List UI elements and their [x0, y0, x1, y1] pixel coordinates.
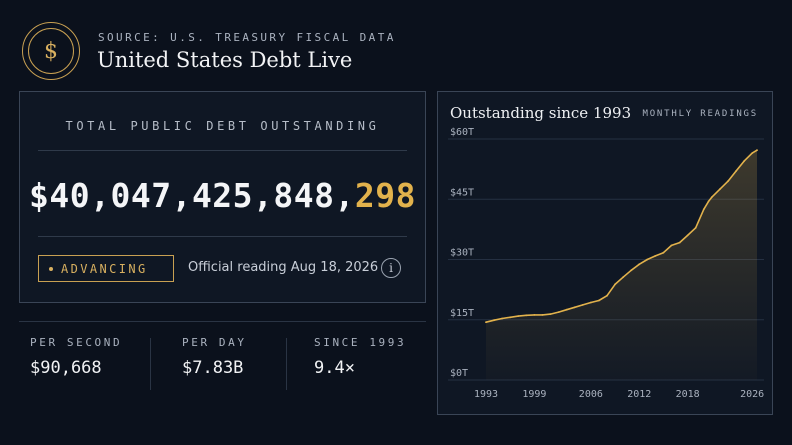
- stat-label: SINCE 1993: [314, 336, 407, 349]
- data-point: [590, 301, 592, 304]
- stats-divider: [19, 321, 426, 322]
- stat-value: $7.83B: [182, 358, 244, 378]
- divider: [38, 236, 407, 237]
- x-tick-label: 2012: [627, 389, 651, 400]
- data-point: [646, 258, 649, 261]
- data-point: [702, 208, 705, 211]
- debt-card: TOTAL PUBLIC DEBT OUTSTANDING $40,047,42…: [19, 91, 426, 303]
- data-point: [751, 152, 754, 154]
- data-point: [598, 299, 600, 302]
- data-point: [670, 244, 673, 247]
- data-point: [525, 314, 528, 317]
- y-tick-label: $0T: [450, 368, 468, 379]
- data-point: [686, 234, 689, 237]
- data-point: [694, 226, 697, 229]
- stat-per-second: PER SECOND $90,668: [30, 336, 122, 378]
- divider: [38, 150, 407, 151]
- data-point: [662, 251, 665, 254]
- chart-subtitle: MONTHLY READINGS: [642, 109, 758, 119]
- data-point: [509, 316, 512, 319]
- status-badge-label: ADVANCING: [61, 261, 148, 276]
- x-tick-label: 2026: [740, 389, 764, 400]
- data-point: [743, 160, 745, 162]
- data-point: [501, 317, 503, 320]
- x-tick-label: 2006: [579, 389, 603, 400]
- data-point: [565, 308, 568, 311]
- data-point: [549, 313, 552, 315]
- data-point: [606, 294, 608, 297]
- data-point: [735, 170, 737, 172]
- status-dot-icon: [49, 266, 53, 271]
- info-icon[interactable]: i: [381, 258, 401, 278]
- y-tick-label: $60T: [450, 127, 474, 138]
- data-point: [719, 188, 721, 191]
- data-point: [493, 319, 495, 322]
- status-badge: ADVANCING: [38, 255, 174, 282]
- data-point: [654, 255, 657, 257]
- debt-area-chart: $0T $15T $30T $45T $60T 1993 1999 2006 2012 2018 2…: [448, 127, 764, 400]
- official-reading-text: Official reading Aug 18, 2026: [188, 260, 379, 275]
- data-point: [517, 315, 520, 317]
- data-point: [533, 314, 536, 316]
- data-point: [622, 276, 624, 279]
- debt-label: TOTAL PUBLIC DEBT OUTSTANDING: [65, 119, 380, 133]
- chart-card: $0T $15T $30T $45T $60T 1993 1999 2006 2012 2018 2…: [437, 91, 773, 415]
- stat-value: 9.4×: [314, 358, 355, 378]
- debt-amount: $40,047,425,848,298: [20, 176, 425, 215]
- data-point: [485, 321, 487, 324]
- y-tick-label: $30T: [450, 248, 474, 259]
- chart-title: Outstanding since 1993: [450, 104, 632, 122]
- data-point: [541, 314, 544, 316]
- y-tick-label: $45T: [450, 187, 474, 198]
- data-point: [710, 196, 713, 199]
- x-tick-label: 2018: [676, 389, 700, 400]
- data-point: [573, 306, 576, 309]
- debt-amount-tail: 298: [354, 176, 416, 215]
- treasury-seal-logo: $: [22, 22, 80, 80]
- data-point: [727, 180, 729, 183]
- data-point: [707, 200, 710, 203]
- x-tick-label: 1993: [474, 389, 498, 400]
- stat-value: $90,668: [30, 358, 102, 378]
- data-point: [581, 304, 584, 306]
- y-tick-label: $15T: [450, 308, 474, 319]
- stat-separator: [150, 338, 151, 390]
- debt-amount-main: $40,047,425,848,: [29, 176, 355, 215]
- series-line: [485, 149, 758, 323]
- data-point: [557, 311, 560, 313]
- data-point: [756, 149, 758, 152]
- dollar-icon: $: [28, 28, 74, 74]
- stat-label: PER DAY: [182, 336, 247, 349]
- data-point: [678, 241, 681, 244]
- page-title: United States Debt Live: [97, 48, 353, 72]
- data-point: [630, 269, 633, 272]
- data-point: [638, 263, 641, 266]
- stat-since-1993: SINCE 1993 9.4×: [314, 336, 406, 378]
- stat-per-day: PER DAY $7.83B: [182, 336, 247, 378]
- source-label: SOURCE: U.S. TREASURY FISCAL DATA: [98, 31, 396, 44]
- series-area: [486, 150, 757, 380]
- stat-separator: [286, 338, 287, 390]
- x-tick-label: 1999: [522, 389, 546, 400]
- data-point: [614, 283, 616, 286]
- stat-label: PER SECOND: [30, 336, 123, 349]
